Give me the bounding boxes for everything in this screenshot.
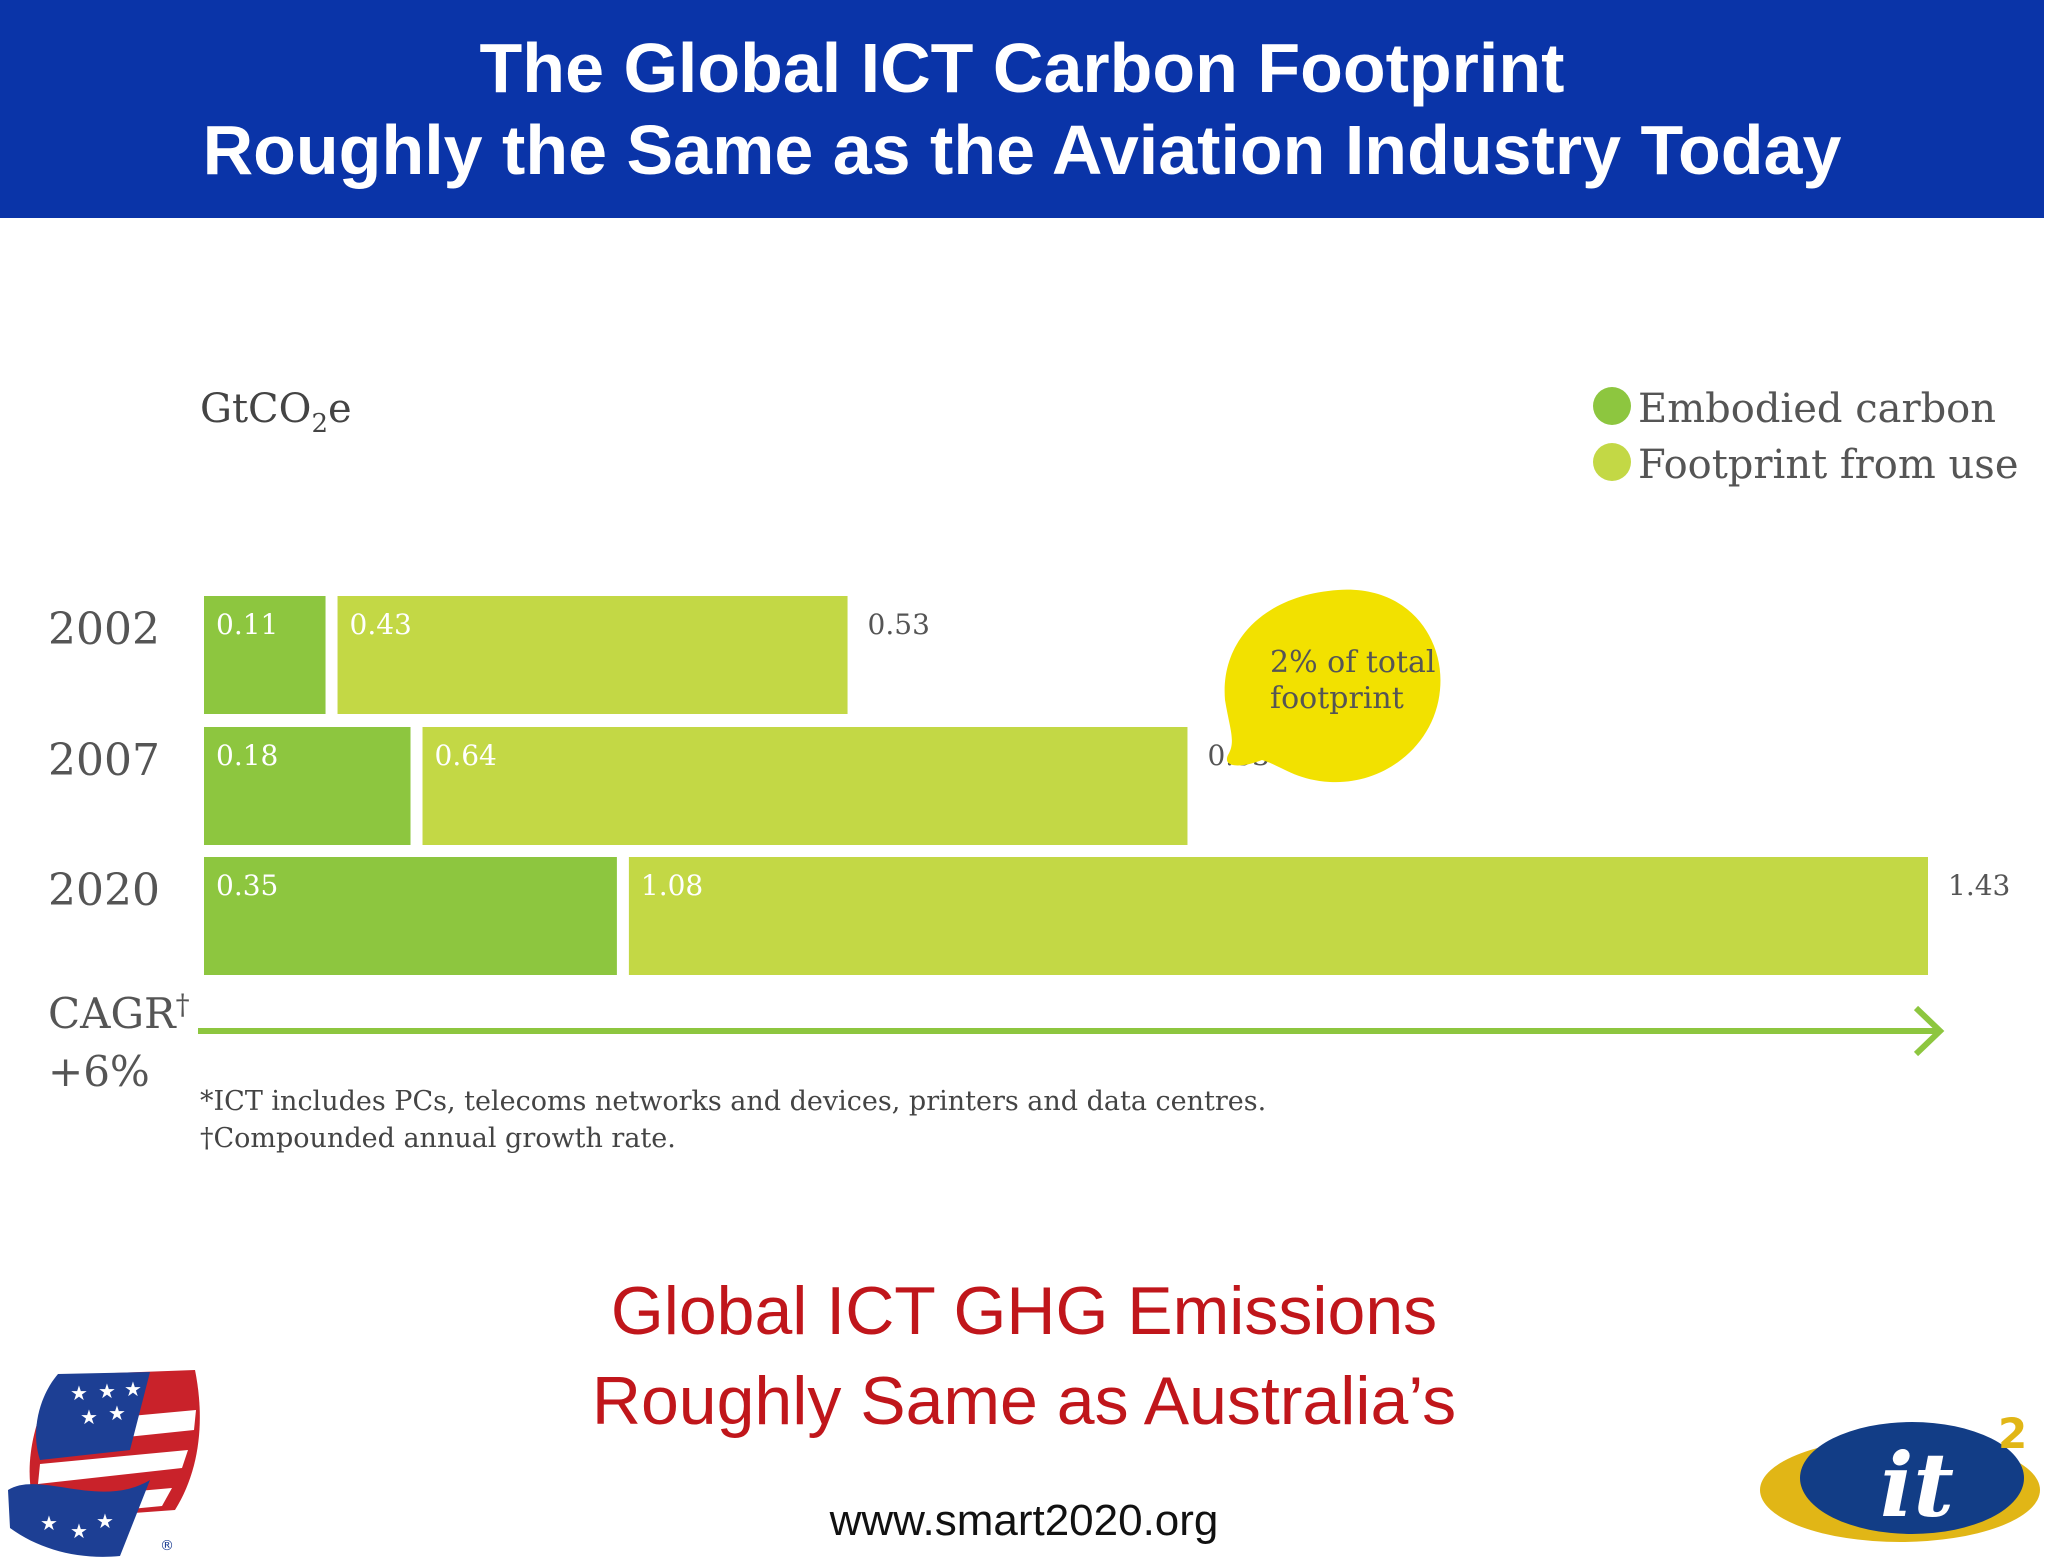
total-label-2002: 0.53 bbox=[868, 608, 930, 641]
segment-label-2002-0: 0.11 bbox=[216, 608, 278, 641]
svg-text:★: ★ bbox=[70, 1381, 88, 1405]
it2-logo: it 2 bbox=[1760, 1409, 2040, 1542]
annotation-line-1: 2% of total bbox=[1270, 645, 1435, 680]
annotation-shape bbox=[1224, 589, 1441, 783]
emissions-chart: GtCO2e Embodied carbon Footprint from us… bbox=[48, 386, 2019, 1154]
legend-label-use: Footprint from use bbox=[1638, 442, 2019, 488]
segment-label-2020-1: 1.08 bbox=[641, 869, 703, 902]
total-label-2020: 1.43 bbox=[1948, 869, 2010, 902]
source-url[interactable]: www.smart2020.org bbox=[829, 1496, 1219, 1545]
title-line-1: The Global ICT Carbon Footprint bbox=[479, 29, 1565, 107]
svg-text:★: ★ bbox=[40, 1511, 58, 1535]
logo-superscript: 2 bbox=[1998, 1409, 2027, 1458]
legend-swatch-use bbox=[1593, 443, 1631, 481]
title-banner: The Global ICT Carbon Footprint Roughly … bbox=[0, 0, 2044, 218]
category-label-2002: 2002 bbox=[48, 604, 160, 655]
segment-label-2007-1: 0.64 bbox=[435, 739, 497, 772]
category-label-2020: 2020 bbox=[48, 865, 160, 916]
bar-2002-embodied bbox=[204, 596, 326, 714]
subtitle-line-2: Roughly Same as Australia’s bbox=[591, 1363, 1457, 1439]
annotation-bubble: 2% of total footprint bbox=[1224, 589, 1441, 783]
subtitle-line-1: Global ICT GHG Emissions bbox=[610, 1273, 1438, 1349]
svg-text:★: ★ bbox=[108, 1401, 126, 1425]
bar-2020-use bbox=[628, 857, 1929, 975]
flag-ribbon-logo: ★ ★ ★ ★ ★ ★ ★ ★ ® bbox=[8, 1370, 200, 1557]
cagr-arrow bbox=[198, 1005, 1945, 1057]
svg-text:★: ★ bbox=[124, 1377, 142, 1401]
bars-group: 20020.110.430.5320070.180.640.8320200.35… bbox=[48, 596, 2010, 975]
annotation-line-2: footprint bbox=[1270, 681, 1404, 716]
svg-text:★: ★ bbox=[96, 1509, 114, 1533]
svg-text:★: ★ bbox=[70, 1519, 88, 1543]
cagr-arrow-head bbox=[1913, 1005, 1945, 1057]
segment-label-2002-1: 0.43 bbox=[350, 608, 412, 641]
bar-2020-embodied bbox=[204, 857, 617, 975]
cagr-label: CAGR† bbox=[48, 988, 190, 1038]
svg-text:★: ★ bbox=[80, 1405, 98, 1429]
legend-label-embodied: Embodied carbon bbox=[1638, 386, 1996, 432]
svg-text:★: ★ bbox=[98, 1379, 116, 1403]
footnote-2: †Compounded annual growth rate. bbox=[200, 1123, 676, 1154]
bar-2007-embodied bbox=[204, 727, 411, 845]
segment-label-2020-0: 0.35 bbox=[216, 869, 278, 902]
footnote-1: *ICT includes PCs, telecoms networks and… bbox=[200, 1086, 1266, 1117]
svg-text:®: ® bbox=[160, 1538, 174, 1554]
bar-2007-use bbox=[422, 727, 1188, 845]
title-line-2: Roughly the Same as the Aviation Industr… bbox=[202, 111, 1842, 189]
segment-label-2007-0: 0.18 bbox=[216, 739, 278, 772]
category-label-2007: 2007 bbox=[48, 735, 160, 786]
cagr-value: +6% bbox=[48, 1047, 150, 1096]
bar-2002-use bbox=[337, 596, 848, 714]
unit-label: GtCO2e bbox=[200, 386, 352, 439]
logo-it-text: it bbox=[1880, 1433, 1954, 1537]
legend: Embodied carbon Footprint from use bbox=[1593, 386, 2019, 488]
legend-swatch-embodied bbox=[1593, 387, 1631, 425]
